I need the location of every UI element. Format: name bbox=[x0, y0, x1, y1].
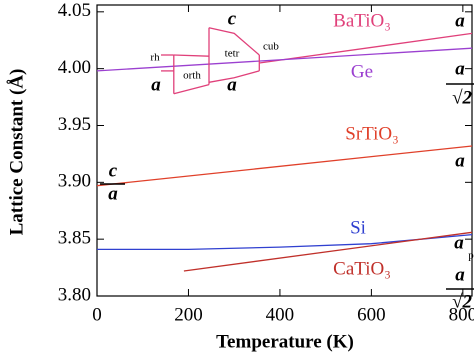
y-tick-label: 4.00 bbox=[58, 57, 91, 78]
annotation: a bbox=[455, 264, 465, 285]
y-tick-label: 4.05 bbox=[58, 0, 91, 21]
y-tick-label: 3.80 bbox=[58, 284, 91, 305]
y-tick-label: 3.85 bbox=[58, 228, 91, 249]
x-tick-label: 800 bbox=[449, 304, 474, 325]
y-tick-label: 3.95 bbox=[58, 114, 91, 135]
phase-line bbox=[173, 83, 210, 95]
y-axis-title: Lattice Constant (Å) bbox=[6, 69, 27, 236]
x-tick-label: 600 bbox=[357, 304, 386, 325]
phase-line bbox=[173, 54, 210, 57]
annotation: cub bbox=[263, 41, 279, 53]
series-label: CaTiO₃ bbox=[333, 258, 391, 279]
series-line bbox=[183, 231, 473, 272]
annotation: a bbox=[455, 150, 465, 171]
series-line bbox=[96, 145, 473, 187]
x-tick-label: 200 bbox=[174, 304, 203, 325]
annotation: orth bbox=[183, 70, 201, 82]
series-label: SrTiO₃ bbox=[345, 123, 398, 144]
x-tick-label: 0 bbox=[92, 304, 102, 325]
annotation: tetr bbox=[225, 48, 240, 60]
x-axis-title: Temperature (K) bbox=[216, 331, 354, 352]
annotation: a bbox=[151, 74, 161, 95]
annotation: c bbox=[109, 160, 118, 181]
annotation: √2 bbox=[452, 87, 472, 108]
series-label: Si bbox=[350, 217, 366, 238]
annotation: a bbox=[454, 232, 464, 253]
x-tick-label: 400 bbox=[266, 304, 295, 325]
annotation: c bbox=[228, 8, 237, 29]
series-line bbox=[97, 233, 473, 251]
series-label: Ge bbox=[351, 61, 373, 82]
annotation: a bbox=[227, 74, 237, 95]
annotation: rh bbox=[150, 52, 160, 64]
annotation: a bbox=[455, 10, 465, 31]
series-label: BaTiO₃ bbox=[333, 10, 391, 31]
plot-frame bbox=[96, 4, 473, 297]
series-line bbox=[96, 47, 473, 72]
y-tick-label: 3.90 bbox=[58, 171, 91, 192]
series-line bbox=[259, 32, 473, 64]
phase-line bbox=[208, 70, 260, 83]
annotation: a bbox=[455, 58, 465, 79]
annotation: √2 bbox=[452, 291, 472, 312]
annotation: a bbox=[108, 183, 118, 204]
annotation: p bbox=[468, 250, 474, 262]
phase-line bbox=[208, 27, 260, 56]
